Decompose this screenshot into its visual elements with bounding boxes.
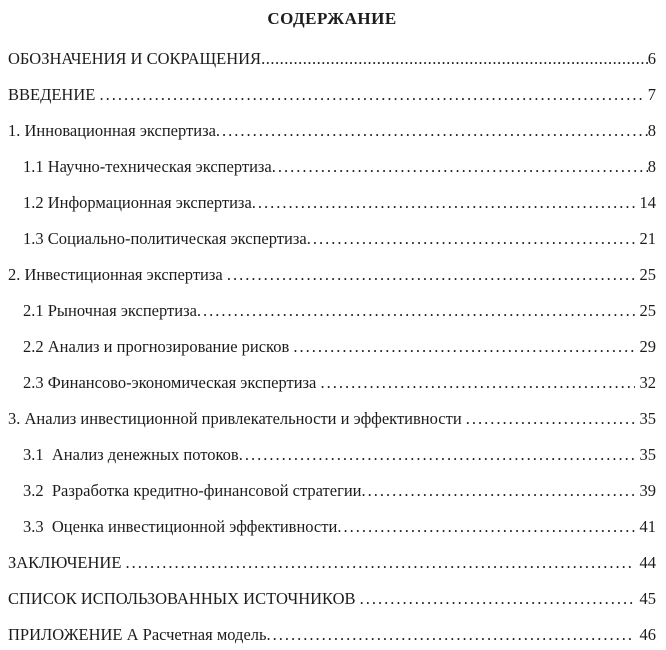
toc-entry-label: СПИСОК ИСПОЛЬЗОВАННЫХ ИСТОЧНИКОВ (8, 589, 360, 608)
toc-dot-leader: ........................................… (196, 301, 636, 320)
toc-entry-label: ОБОЗНАЧЕНИЯ И СОКРАЩЕНИЯ (8, 49, 262, 68)
toc-page-number: 39 (635, 481, 657, 500)
toc-dot-leader: ........................................… (215, 121, 648, 140)
toc-entry-label: ПРИЛОЖЕНИЕ А Расчетная модель (8, 625, 267, 644)
toc-entry-label: 2.1 Рыночная экспертиза (23, 301, 197, 320)
toc-dot-leader: ........................................… (261, 49, 648, 68)
toc-dot-leader: ........................................… (359, 589, 636, 608)
toc-dot-leader: ........................................… (238, 445, 636, 464)
toc-entry-label: 2.2 Анализ и прогнозирование рисков (23, 337, 294, 356)
toc-dot-leader: ........................................… (99, 85, 643, 104)
toc-dot-leader: ........................................… (465, 409, 636, 428)
toc-dot-leader: ........................................… (226, 265, 636, 284)
toc-page-number: 44 (635, 553, 657, 572)
toc-entry[interactable]: ЗАКЛЮЧЕНИЕ .............................… (8, 552, 656, 573)
toc-dot-leader: ........................................… (337, 517, 635, 536)
toc-page-number: 35 (635, 409, 657, 428)
toc-entry-label: 3.2 Разработка кредитно-финансовой страт… (23, 481, 362, 500)
toc-page-number: 21 (635, 229, 657, 248)
toc-dot-leader: ........................................… (251, 193, 636, 212)
toc-entry[interactable]: 1.3 Социально-политическая экспертиза ..… (8, 228, 656, 249)
toc-entry-label: ВВЕДЕНИЕ (8, 85, 100, 104)
toc-page-number: 14 (635, 193, 657, 212)
toc-entry[interactable]: 3.1 Анализ денежных потоков ............… (8, 444, 656, 465)
toc-entry[interactable]: 1.2 Информационная экспертиза ..........… (8, 192, 656, 213)
toc-page-number: 32 (635, 373, 657, 392)
toc-page-number: 25 (635, 301, 657, 320)
toc-entry[interactable]: 2.3 Финансово-экономическая экспертиза .… (8, 372, 656, 393)
toc-page-number: 29 (635, 337, 657, 356)
toc-entry-label: 3. Анализ инвестиционной привлекательнос… (8, 409, 466, 428)
toc-entry[interactable]: ОБОЗНАЧЕНИЯ И СОКРАЩЕНИЯ ...............… (8, 48, 656, 69)
toc-dot-leader: ........................................… (125, 553, 636, 572)
toc-page-number: 41 (635, 517, 657, 536)
toc-entry-label: 1.3 Социально-политическая экспертиза (23, 229, 307, 248)
toc-entry-label: 1. Инновационная экспертиза (8, 121, 216, 140)
toc-dot-leader: ........................................… (320, 373, 636, 392)
toc-page-number: 25 (635, 265, 657, 284)
toc-entry[interactable]: 2. Инвестиционная экспертиза ...........… (8, 264, 656, 285)
toc-entry[interactable]: 2.1 Рыночная экспертиза ................… (8, 300, 656, 321)
toc-entry-label: 3.1 Анализ денежных потоков (23, 445, 239, 464)
toc-list: ОБОЗНАЧЕНИЯ И СОКРАЩЕНИЯ ...............… (8, 48, 656, 645)
toc-dot-leader: ........................................… (361, 481, 636, 500)
toc-entry[interactable]: ПРИЛОЖЕНИЕ А Расчетная модель ..........… (8, 624, 656, 645)
toc-dot-leader: ........................................… (266, 625, 636, 644)
toc-page-number: 6 (647, 49, 656, 68)
toc-page-number: 8 (647, 157, 656, 176)
toc-entry[interactable]: 1. Инновационная экспертиза ............… (8, 120, 656, 141)
toc-page-number: 45 (635, 589, 657, 608)
toc-entry[interactable]: 3.2 Разработка кредитно-финансовой страт… (8, 480, 656, 501)
toc-entry-label: 2. Инвестиционная экспертиза (8, 265, 227, 284)
toc-page-number: 8 (647, 121, 656, 140)
toc-entry-label: 1.2 Информационная экспертиза (23, 193, 252, 212)
toc-entry-label: 2.3 Финансово-экономическая экспертиза (23, 373, 321, 392)
toc-entry-label: 1.1 Научно-техническая экспертиза (23, 157, 272, 176)
toc-entry[interactable]: 2.2 Анализ и прогнозирование рисков ....… (8, 336, 656, 357)
toc-entry-label: ЗАКЛЮЧЕНИЕ (8, 553, 126, 572)
toc-page-number: 46 (635, 625, 657, 644)
toc-dot-leader: ........................................… (271, 157, 648, 176)
toc-entry[interactable]: ВВЕДЕНИЕ ...............................… (8, 84, 656, 105)
toc-entry[interactable]: 3.3 Оценка инвестиционной эффективности … (8, 516, 656, 537)
toc-page-number: 7 (643, 85, 656, 104)
toc-entry[interactable]: СПИСОК ИСПОЛЬЗОВАННЫХ ИСТОЧНИКОВ .......… (8, 588, 656, 609)
toc-dot-leader: ........................................… (293, 337, 636, 356)
toc-page-number: 35 (635, 445, 657, 464)
toc-dot-leader: ........................................… (306, 229, 636, 248)
toc-entry[interactable]: 1.1 Научно-техническая экспертиза ......… (8, 156, 656, 177)
page-title: СОДЕРЖАНИЕ (267, 9, 397, 28)
toc-entry[interactable]: 3. Анализ инвестиционной привлекательнос… (8, 408, 656, 429)
toc-entry-label: 3.3 Оценка инвестиционной эффективности (23, 517, 338, 536)
